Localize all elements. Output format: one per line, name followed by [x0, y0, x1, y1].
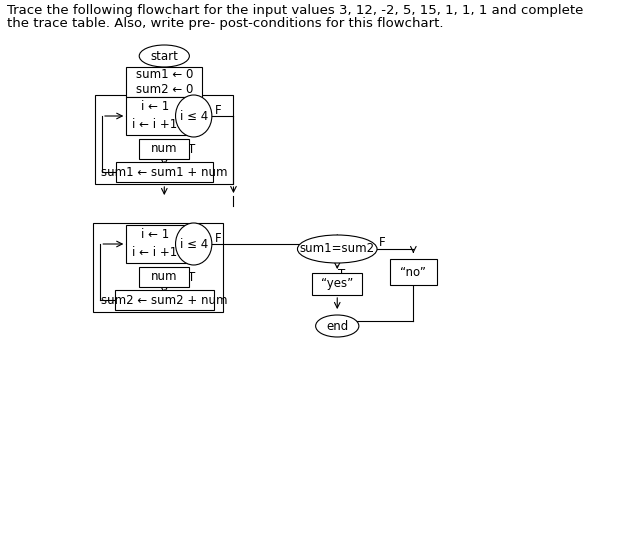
- FancyBboxPatch shape: [126, 225, 189, 263]
- Ellipse shape: [316, 315, 359, 337]
- Text: end: end: [326, 319, 348, 332]
- Text: start: start: [150, 50, 178, 63]
- Text: i ≤ 4: i ≤ 4: [180, 109, 208, 122]
- Text: sum1 ← 0
sum2 ← 0: sum1 ← 0 sum2 ← 0: [136, 68, 193, 96]
- Text: i ← 1: i ← 1: [141, 228, 169, 242]
- FancyBboxPatch shape: [390, 259, 437, 285]
- Text: T: T: [338, 268, 345, 281]
- Ellipse shape: [175, 223, 212, 265]
- Ellipse shape: [298, 235, 377, 263]
- Text: “no”: “no”: [401, 265, 426, 279]
- Ellipse shape: [140, 45, 189, 67]
- Text: i ← i +1: i ← i +1: [132, 119, 177, 132]
- Ellipse shape: [175, 95, 212, 137]
- FancyBboxPatch shape: [126, 67, 202, 97]
- FancyBboxPatch shape: [140, 267, 189, 287]
- Text: i ≤ 4: i ≤ 4: [180, 238, 208, 250]
- Text: sum1 ← sum1 + num: sum1 ← sum1 + num: [101, 165, 228, 178]
- FancyBboxPatch shape: [116, 162, 212, 182]
- Text: the trace table. Also, write pre- post-conditions for this flowchart.: the trace table. Also, write pre- post-c…: [7, 17, 444, 30]
- Text: sum1=sum2: sum1=sum2: [300, 243, 375, 256]
- Text: F: F: [214, 232, 221, 244]
- Text: F: F: [214, 103, 221, 116]
- Text: T: T: [188, 143, 196, 156]
- Text: i ← 1: i ← 1: [141, 101, 169, 114]
- Text: i ← i +1: i ← i +1: [132, 246, 177, 259]
- Text: F: F: [379, 237, 385, 250]
- Text: num: num: [151, 270, 177, 283]
- FancyBboxPatch shape: [140, 139, 189, 159]
- Text: Trace the following flowchart for the input values 3, 12, -2, 5, 15, 1, 1, 1 and: Trace the following flowchart for the in…: [7, 4, 583, 17]
- FancyBboxPatch shape: [115, 290, 214, 310]
- FancyBboxPatch shape: [312, 273, 362, 295]
- Text: num: num: [151, 143, 177, 156]
- Text: sum2 ← sum2 + num: sum2 ← sum2 + num: [101, 294, 228, 306]
- FancyBboxPatch shape: [126, 97, 189, 135]
- Text: “yes”: “yes”: [321, 277, 353, 290]
- Text: T: T: [188, 271, 196, 284]
